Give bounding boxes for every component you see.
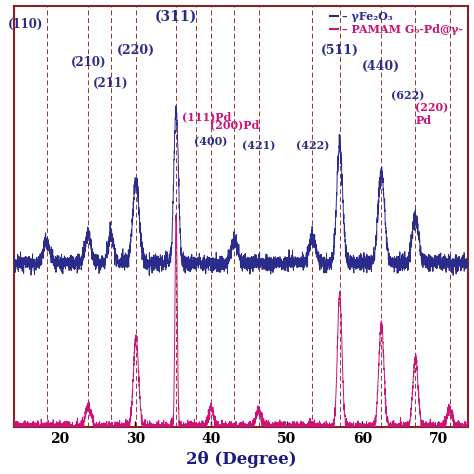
Text: (111)Pd: (111)Pd bbox=[182, 111, 232, 122]
Text: (200)Pd: (200)Pd bbox=[210, 119, 259, 130]
Text: (220): (220) bbox=[117, 44, 155, 56]
Legend: – γFe₂O₃, – PAMAM G₀-Pd@γ-: – γFe₂O₃, – PAMAM G₀-Pd@γ- bbox=[329, 11, 463, 36]
Text: (511): (511) bbox=[321, 44, 359, 56]
Text: (211): (211) bbox=[93, 77, 129, 90]
Text: (311): (311) bbox=[155, 10, 197, 24]
Text: (110): (110) bbox=[8, 18, 43, 31]
Text: (220)
Pd: (220) Pd bbox=[415, 102, 449, 126]
Text: (422): (422) bbox=[296, 140, 329, 151]
Text: (210): (210) bbox=[71, 56, 106, 69]
Text: (440): (440) bbox=[362, 60, 401, 73]
Text: (421): (421) bbox=[242, 140, 275, 151]
X-axis label: 2θ (Degree): 2θ (Degree) bbox=[186, 451, 297, 468]
Text: (622): (622) bbox=[391, 90, 425, 101]
Text: (400): (400) bbox=[194, 136, 228, 147]
